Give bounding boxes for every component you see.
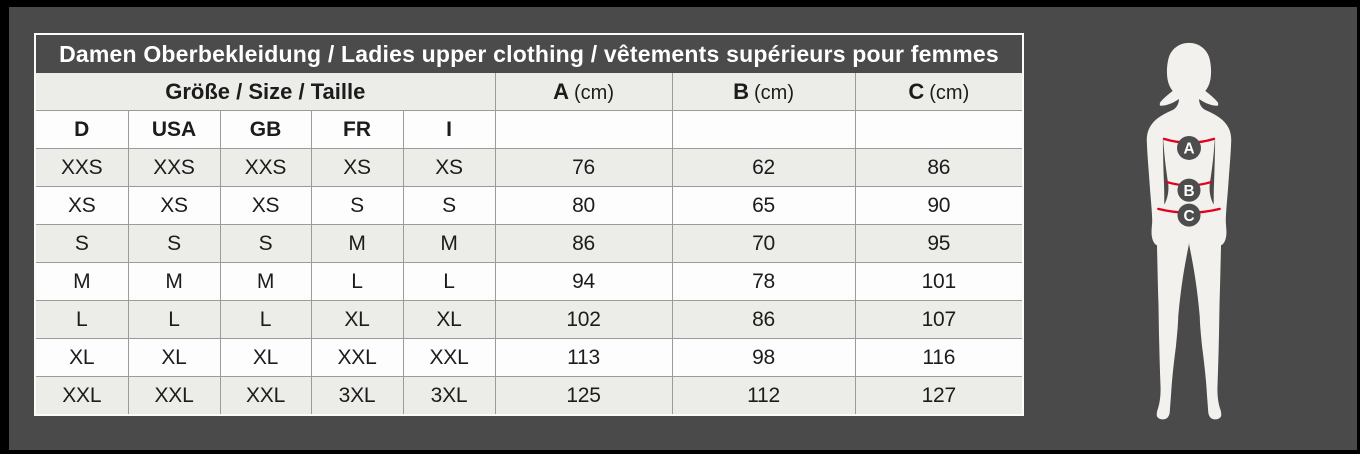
size-cell: XL [219,338,312,377]
table-header-row: Größe / Size / Taille A (cm) B (cm) C (cm) [35,72,1023,111]
size-cell: L [219,300,312,339]
measurement-cell: 125 [494,376,673,415]
measurement-cell: 102 [494,300,673,339]
measurement-cell: 90 [854,186,1023,225]
page-background: Damen Oberbekleidung / Ladies upper clot… [9,7,1357,450]
size-cell: L [127,300,221,339]
marker-a-label: A [1183,141,1194,158]
table-row: XS XS XS S S 80 65 90 [35,186,1023,225]
measurement-cell: 101 [854,262,1023,301]
size-cell: XS [310,148,404,187]
empty-cell [494,110,673,149]
size-cell: L [310,262,404,301]
chart-title: Damen Oberbekleidung / Ladies upper clot… [36,35,1022,73]
size-cell: XL [35,338,129,377]
size-col-header-i: I [402,110,496,149]
column-b-unit: (cm) [754,81,794,104]
size-cell: M [219,262,312,301]
size-cell: XL [310,300,404,339]
measurement-cell: 98 [671,338,856,377]
table-row: XXS XXS XXS XS XS 76 62 86 [35,148,1023,187]
measurement-cell: 95 [854,224,1023,263]
size-cell: XS [219,186,312,225]
size-cell: XXL [402,338,496,377]
measurement-cell: 62 [671,148,856,187]
size-cell: M [35,262,129,301]
woman-silhouette: A B C [1146,42,1232,420]
size-cell: M [310,224,404,263]
measurement-cell: 86 [854,148,1023,187]
column-c-header: C (cm) [854,72,1023,111]
measurement-cell: 86 [671,300,856,339]
size-cell: S [127,224,221,263]
measurement-cell: 94 [494,262,673,301]
column-b-letter: B [733,78,750,104]
size-chart-panel: Damen Oberbekleidung / Ladies upper clot… [34,33,1024,416]
size-cell: S [310,186,404,225]
marker-b-circle [1177,178,1201,202]
size-cell: M [402,224,496,263]
size-cell: 3XL [402,376,496,415]
size-cell: XS [35,186,129,225]
column-b-header: B (cm) [671,72,856,111]
size-cell: XXL [310,338,404,377]
size-cell: XXS [35,148,129,187]
size-cell: 3XL [310,376,404,415]
size-col-header-d: D [35,110,129,149]
measurement-cell: 78 [671,262,856,301]
size-group-header: Größe / Size / Taille [35,72,496,111]
silhouette-body [1146,42,1232,420]
size-cell: M [127,262,221,301]
table-row: M M M L L 94 78 101 [35,262,1023,301]
size-cell: L [402,262,496,301]
measurement-cell: 65 [671,186,856,225]
figure-panel: A B C [1139,39,1239,423]
measurement-cell: 86 [494,224,673,263]
size-cell: XXS [127,148,221,187]
column-c-unit: (cm) [929,81,970,104]
table-row: S S S M M 86 70 95 [35,224,1023,263]
size-cell: XS [402,148,496,187]
size-cell: XL [127,338,221,377]
size-cell: XXS [219,148,312,187]
measurement-cell: 76 [494,148,673,187]
measurement-cell: 80 [494,186,673,225]
measurement-cell: 112 [671,376,856,415]
measurement-cell: 107 [854,300,1023,339]
measurement-cell: 113 [494,338,673,377]
marker-b-label: B [1183,183,1194,200]
measurement-cell: 70 [671,224,856,263]
table-row: L L L XL XL 102 86 107 [35,300,1023,339]
country-header-row: D USA GB FR I [35,110,1023,149]
empty-cell [854,110,1023,149]
size-table: Größe / Size / Taille A (cm) B (cm) C (cm) … [35,72,1023,415]
size-cell: XXL [127,376,221,415]
marker-c-label: C [1183,208,1194,225]
size-cell: XS [127,186,221,225]
size-cell: S [35,224,129,263]
column-a-letter: A [553,78,570,104]
size-cell: S [402,186,496,225]
size-cell: XXL [35,376,129,415]
marker-a-circle [1177,135,1201,160]
size-col-header-fr: FR [310,110,404,149]
column-a-header: A (cm) [494,72,673,111]
column-a-unit: (cm) [574,81,614,104]
size-cell: L [35,300,129,339]
table-row: XXL XXL XXL 3XL 3XL 125 112 127 [35,376,1023,415]
measurement-cell: 127 [854,376,1023,415]
column-c-letter: C [908,78,925,104]
table-row: XL XL XL XXL XXL 113 98 116 [35,338,1023,377]
size-col-header-gb: GB [219,110,312,149]
size-cell: S [219,224,312,263]
size-col-header-usa: USA [127,110,221,149]
size-cell: XXL [219,376,312,415]
measurement-cell: 116 [854,338,1023,377]
empty-cell [671,110,856,149]
size-cell: XL [402,300,496,339]
marker-c-circle [1177,203,1201,227]
